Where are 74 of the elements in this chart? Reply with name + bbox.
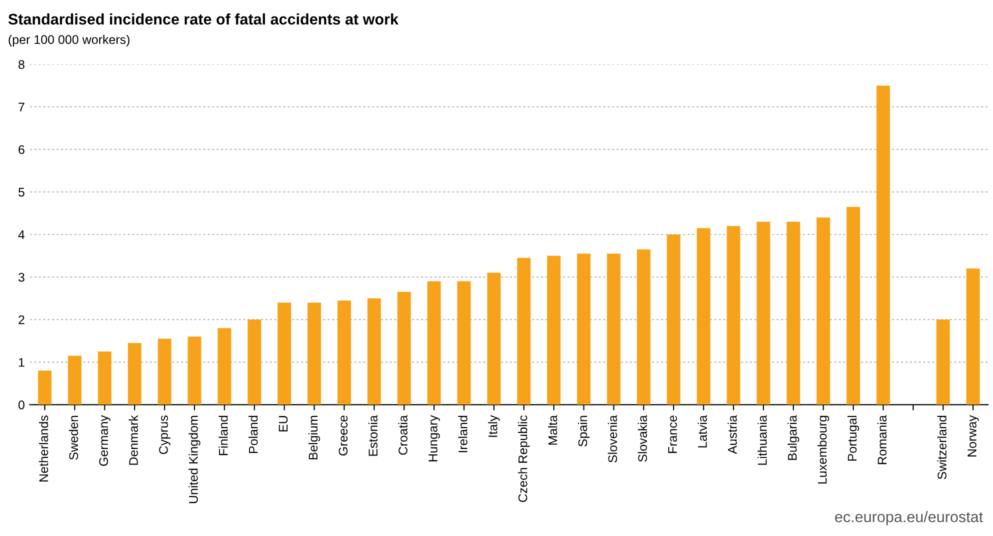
bar xyxy=(577,254,591,405)
bar xyxy=(816,217,830,405)
x-tick-label: Malta xyxy=(548,415,558,445)
bar xyxy=(547,256,561,405)
bar xyxy=(666,234,680,405)
bar xyxy=(218,328,232,405)
y-tick-label: 4 xyxy=(18,230,25,240)
bar xyxy=(397,292,411,405)
x-tick-label: Sweden xyxy=(68,416,78,460)
y-tick-label: 3 xyxy=(18,272,24,282)
x-tick-label: Germany xyxy=(99,415,110,466)
y-tick-label: 2 xyxy=(18,315,24,324)
x-tick-label: Romania xyxy=(877,415,887,464)
bar xyxy=(487,272,501,405)
x-tick-label: Croatia xyxy=(398,415,408,455)
bar xyxy=(696,228,710,405)
x-tick-label: Lithuania xyxy=(758,415,767,465)
bar xyxy=(337,300,351,405)
x-tick-label: EU xyxy=(278,416,288,432)
y-tick-label: 5 xyxy=(18,188,24,197)
x-tick-label: Slovakia xyxy=(638,415,648,462)
x-tick-label: Finland xyxy=(218,416,228,456)
bar xyxy=(846,206,860,405)
x-tick-label: Italy xyxy=(488,415,500,437)
x-tick-label: Ireland xyxy=(458,416,468,452)
bar xyxy=(128,342,142,405)
x-tick-label: Switzerland xyxy=(937,416,946,480)
bar xyxy=(68,356,82,405)
chart-subtitle: (per 100 000 workers) xyxy=(8,34,130,46)
bar xyxy=(367,298,381,405)
bar xyxy=(278,302,292,405)
bar xyxy=(756,222,770,405)
bar xyxy=(457,281,471,405)
x-tick-label: Denmark xyxy=(128,415,138,465)
bar xyxy=(248,320,262,405)
bar xyxy=(188,336,202,405)
bar xyxy=(158,338,172,405)
x-tick-label: Portugal xyxy=(847,416,860,461)
x-tick-label: Netherlands xyxy=(38,416,48,482)
x-tick-label: Greece xyxy=(338,416,348,456)
bar xyxy=(98,352,112,405)
x-tick-label: Czech Republic xyxy=(518,415,530,502)
x-tick-label: Slovenia xyxy=(608,415,618,462)
bar xyxy=(308,302,322,405)
y-tick-label: 6 xyxy=(18,145,24,154)
bar xyxy=(876,86,890,405)
x-tick-label: Austria xyxy=(728,415,737,454)
y-tick-label: 1 xyxy=(18,358,24,367)
bar xyxy=(726,226,740,405)
x-tick-label: Estonia xyxy=(368,415,378,456)
y-tick-label: 8 xyxy=(18,60,24,69)
y-tick-label: 7 xyxy=(18,102,24,112)
x-tick-label: Luxembourg xyxy=(818,416,830,484)
bar xyxy=(936,320,950,405)
x-tick-label: Latvia xyxy=(698,415,707,448)
x-tick-label: Spain xyxy=(578,416,590,446)
x-tick-label: France xyxy=(668,416,677,453)
x-tick-label: Norway xyxy=(968,415,979,456)
x-tick-label: United Kingdom xyxy=(188,416,200,504)
bar xyxy=(786,222,800,405)
y-tick-label: 0 xyxy=(18,400,24,410)
text: ec.europa.eu/eurostat xyxy=(835,511,983,526)
x-tick-label: Bulgaria xyxy=(788,415,800,460)
x-tick-label: Cyprus xyxy=(159,416,170,454)
x-tick-label: Poland xyxy=(248,416,258,453)
bar xyxy=(606,254,620,405)
x-tick-label: Belgium xyxy=(308,416,320,460)
x-tick-label: Hungary xyxy=(428,415,440,462)
bar xyxy=(38,370,52,405)
bar xyxy=(427,281,441,405)
bar xyxy=(966,268,980,405)
bar xyxy=(636,249,650,405)
bar xyxy=(517,258,531,405)
chart-title: Standardised incidence rate of fatal accidents at work xyxy=(8,13,399,25)
